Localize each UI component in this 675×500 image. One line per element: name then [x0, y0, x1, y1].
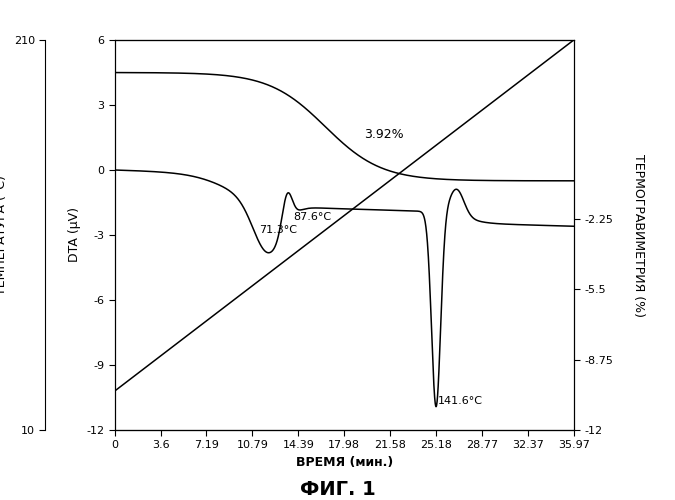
Text: 3.92%: 3.92% — [364, 128, 403, 140]
Y-axis label: ТЕМПЕРАТУРА (°C): ТЕМПЕРАТУРА (°C) — [0, 175, 8, 295]
X-axis label: ВРЕМЯ (мин.): ВРЕМЯ (мин.) — [296, 456, 393, 469]
Y-axis label: ТЕРМОГРАВИМЕТРИЯ (%): ТЕРМОГРАВИМЕТРИЯ (%) — [632, 154, 645, 316]
Text: 71.3°C: 71.3°C — [259, 225, 297, 235]
Text: 141.6°C: 141.6°C — [437, 396, 483, 406]
Text: 87.6°C: 87.6°C — [294, 212, 331, 222]
Y-axis label: DTA (μV): DTA (μV) — [68, 208, 80, 262]
Text: ФИГ. 1: ФИГ. 1 — [300, 480, 375, 499]
